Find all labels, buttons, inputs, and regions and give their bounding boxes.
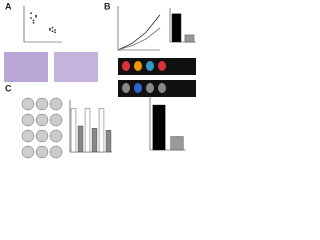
micrograph <box>54 52 98 82</box>
panel-label: C <box>5 83 12 93</box>
bar <box>98 108 105 153</box>
bar <box>152 104 166 151</box>
bar <box>171 13 182 43</box>
panel-label: A <box>5 1 12 11</box>
dot <box>49 27 51 30</box>
dot <box>51 26 54 29</box>
page: {"panels": [ {"label": "A", "charts": [ … <box>4 1 196 159</box>
axis <box>117 6 160 51</box>
dot <box>54 29 56 31</box>
micrograph <box>4 52 48 82</box>
signal-spots <box>122 61 166 93</box>
bar <box>77 125 84 153</box>
bar <box>105 130 112 153</box>
dot <box>30 17 32 19</box>
line <box>117 14 161 51</box>
bar <box>170 136 184 151</box>
panel-label: B <box>104 1 111 11</box>
bar <box>184 34 195 43</box>
line <box>117 27 161 51</box>
dot <box>35 15 37 18</box>
axis <box>23 6 62 43</box>
dot <box>32 21 35 24</box>
dot <box>54 31 56 34</box>
dot <box>30 12 32 15</box>
axis <box>69 100 112 153</box>
figure: A B C <box>4 1 196 159</box>
colony-plates <box>21 97 63 159</box>
bar <box>91 127 98 153</box>
bar <box>70 108 77 153</box>
dot <box>32 19 35 22</box>
bar <box>84 108 91 153</box>
dot <box>51 30 54 33</box>
